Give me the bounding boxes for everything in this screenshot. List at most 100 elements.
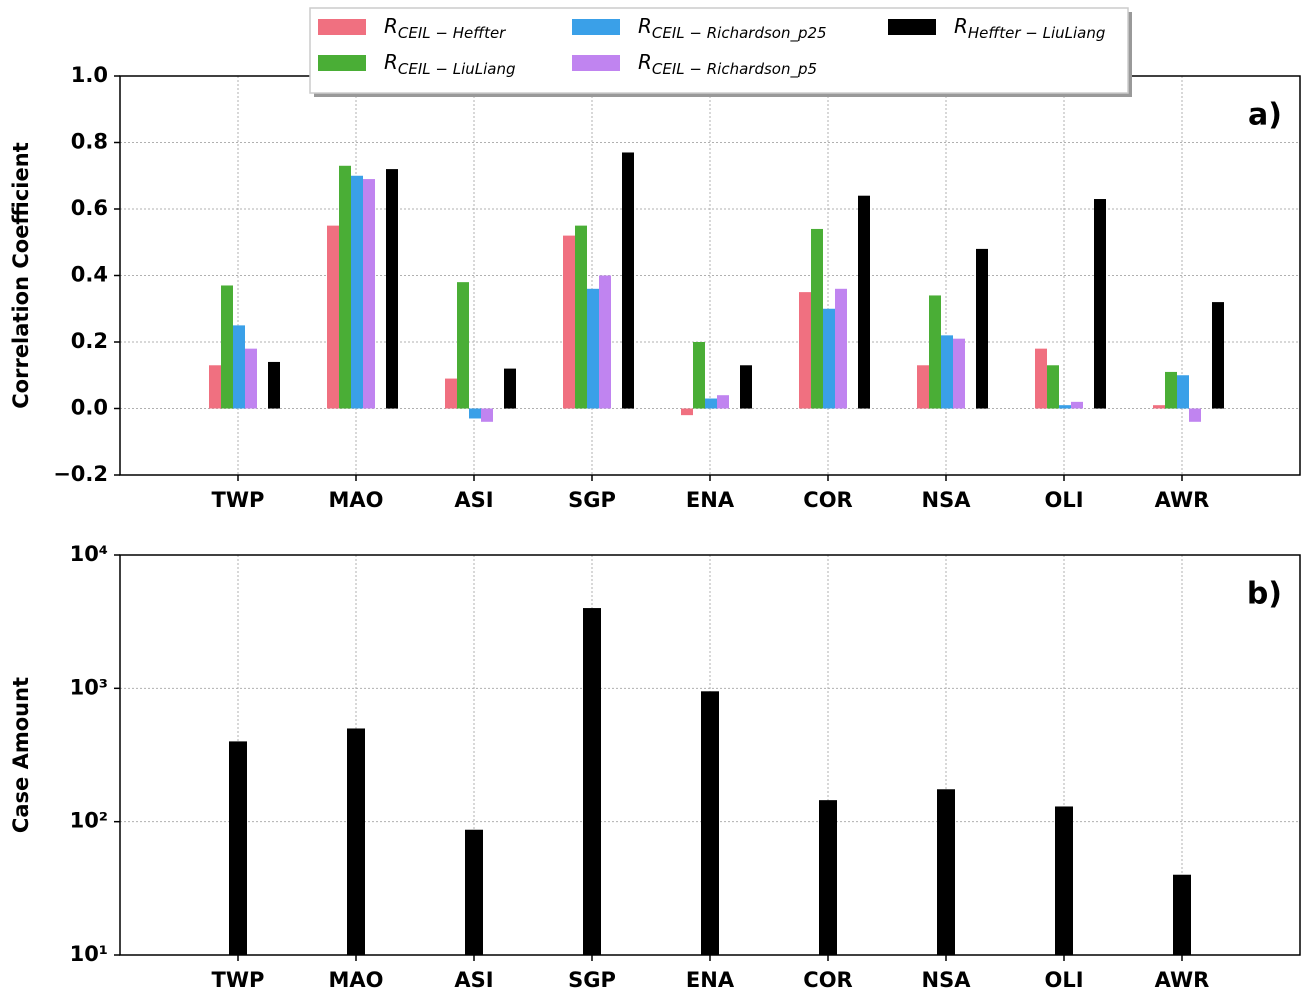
bar	[245, 348, 257, 409]
bar	[575, 225, 587, 409]
y-tick-label: 0.6	[71, 196, 108, 220]
bar	[953, 338, 965, 409]
y-tick-label: 0.8	[71, 130, 108, 154]
bar	[705, 398, 717, 409]
panel-label: a)	[1248, 98, 1282, 133]
bar	[504, 368, 516, 409]
y-tick-label: 0.4	[71, 263, 108, 287]
x-tick-label: ENA	[686, 488, 735, 512]
bar	[445, 378, 457, 409]
bar	[1035, 348, 1047, 409]
bar	[693, 342, 705, 409]
legend: RCEIL − Heffter RCEIL − LiuLiang RCEIL − R…	[309, 7, 1132, 97]
y-tick-label: −0.2	[53, 462, 108, 486]
y-tick-label: 1.0	[71, 63, 108, 87]
bar	[1189, 408, 1201, 422]
bar	[1055, 806, 1073, 955]
legend-label: RCEIL − Richardson_p25	[638, 14, 827, 43]
x-tick-label: TWP	[212, 968, 265, 992]
bar	[1094, 199, 1106, 409]
bar	[481, 408, 493, 422]
bar	[583, 608, 601, 955]
legend-label: RCEIL − LiuLiang	[384, 50, 516, 78]
bar	[835, 288, 847, 409]
bar	[717, 395, 729, 409]
legend-swatch	[318, 55, 366, 71]
bar	[929, 295, 941, 409]
legend-label: RHeffter − LiuLiang	[954, 14, 1105, 42]
bar	[622, 152, 634, 409]
bar	[465, 829, 483, 955]
x-tick-label: MAO	[328, 488, 383, 512]
bar	[823, 308, 835, 409]
bar	[469, 408, 481, 419]
bar	[221, 285, 233, 409]
x-tick-label: ASI	[454, 968, 493, 992]
bar	[587, 288, 599, 409]
bar	[599, 275, 611, 409]
bar	[347, 728, 365, 955]
bar	[1165, 371, 1177, 409]
y-axis-label: Correlation Coefficient	[9, 142, 33, 408]
bar	[819, 800, 837, 955]
legend-label: RCEIL − Richardson_p5	[638, 50, 817, 79]
y-tick-label: 10²	[70, 809, 108, 833]
bar	[233, 325, 245, 409]
y-tick-label: 0.2	[71, 329, 108, 353]
x-tick-label: ENA	[686, 968, 735, 992]
bar	[740, 365, 752, 409]
x-tick-label: MAO	[328, 968, 383, 992]
bar	[941, 335, 953, 409]
y-tick-label: 10³	[70, 675, 108, 699]
legend-swatch	[572, 19, 620, 35]
bar	[386, 169, 398, 409]
bar	[327, 225, 339, 409]
bar	[363, 179, 375, 409]
bar	[563, 235, 575, 409]
x-tick-label: OLI	[1044, 488, 1083, 512]
bar	[339, 165, 351, 409]
y-tick-label: 10⁴	[70, 542, 108, 566]
legend-swatch	[572, 55, 620, 71]
bar	[937, 789, 955, 955]
x-tick-label: TWP	[212, 488, 265, 512]
bar	[1047, 365, 1059, 409]
bar	[229, 741, 247, 955]
bar	[457, 282, 469, 409]
x-tick-label: COR	[803, 968, 852, 992]
bar	[351, 175, 363, 409]
x-tick-label: SGP	[568, 968, 616, 992]
y-axis-label: Case Amount	[9, 677, 33, 833]
bar	[1177, 375, 1189, 409]
x-tick-label: NSA	[922, 488, 972, 512]
bar	[858, 195, 870, 409]
y-tick-label: 10¹	[70, 942, 108, 966]
bar	[1212, 302, 1224, 409]
x-tick-label: COR	[803, 488, 852, 512]
bar	[701, 691, 719, 955]
legend-label: RCEIL − Heffter	[384, 14, 506, 42]
x-tick-label: AWR	[1155, 968, 1210, 992]
y-tick-label: 0.0	[71, 396, 108, 420]
bar	[799, 292, 811, 409]
axes-frame	[119, 554, 1301, 956]
x-tick-label: AWR	[1155, 488, 1210, 512]
x-tick-label: SGP	[568, 488, 616, 512]
bar	[1071, 401, 1083, 409]
legend-swatch	[318, 19, 366, 35]
bar	[811, 228, 823, 409]
bar	[917, 365, 929, 409]
bar	[209, 365, 221, 409]
legend-frame	[309, 7, 1129, 94]
bar	[976, 248, 988, 409]
bar	[1173, 874, 1191, 955]
x-tick-label: ASI	[454, 488, 493, 512]
bar	[268, 361, 280, 409]
legend-swatch	[888, 19, 936, 35]
bar	[1153, 405, 1165, 409]
bar	[681, 408, 693, 416]
bar	[1059, 405, 1071, 409]
panel-label: b)	[1247, 577, 1282, 612]
x-tick-label: OLI	[1044, 968, 1083, 992]
